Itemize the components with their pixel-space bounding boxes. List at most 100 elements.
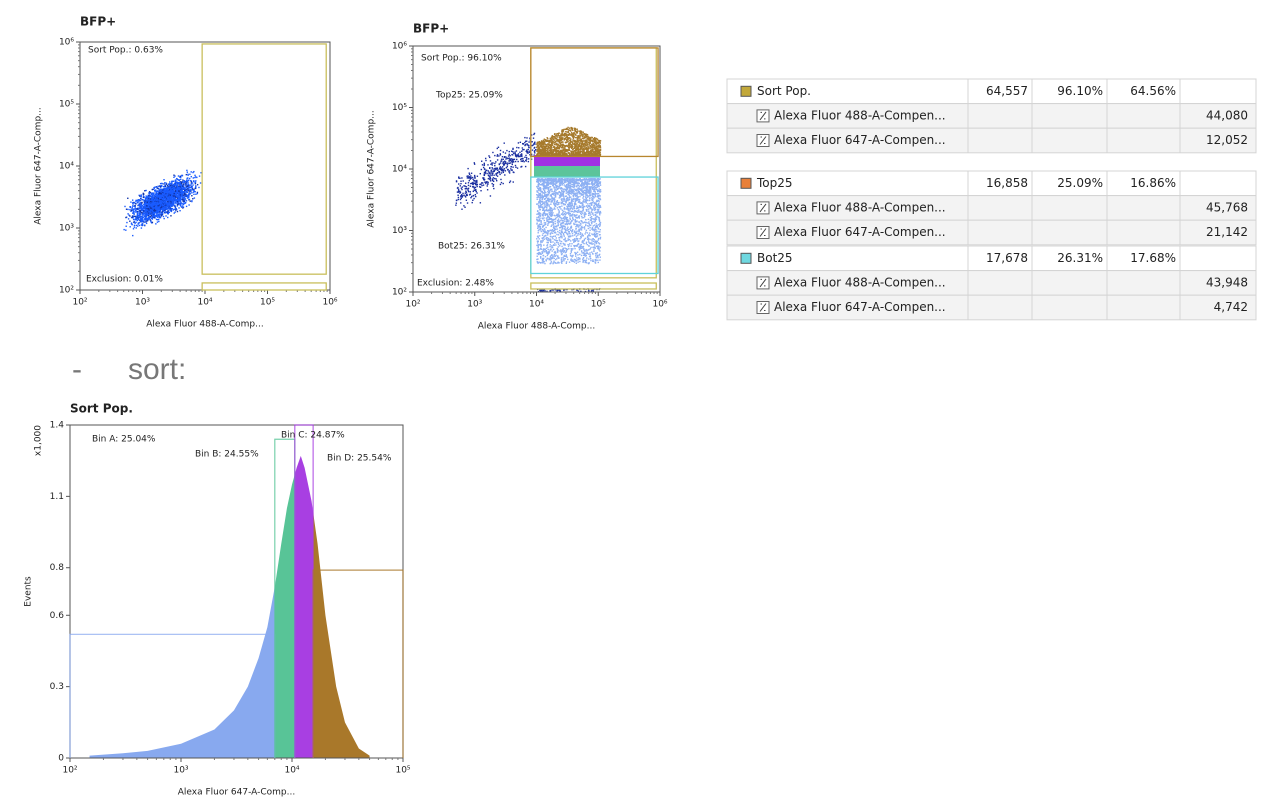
- event-dot: [160, 194, 162, 196]
- event-dot: [569, 240, 572, 242]
- event-dot: [150, 220, 152, 222]
- event-dot: [568, 210, 571, 212]
- event-dot: [536, 223, 538, 225]
- event-dot: [189, 192, 191, 195]
- event-dot: [541, 190, 543, 193]
- event-dot: [564, 185, 566, 188]
- event-dot: [568, 184, 570, 187]
- event-dot: [547, 216, 550, 218]
- event-dot: [131, 208, 133, 210]
- event-dot: [126, 221, 128, 224]
- event-dot: [156, 221, 159, 223]
- event-dot: [138, 200, 141, 202]
- event-dot: [588, 192, 590, 194]
- event-dot: [136, 214, 138, 216]
- event-dot: [584, 193, 586, 195]
- event-dot: [504, 174, 506, 176]
- event-dot: [494, 167, 496, 170]
- event-dot: [546, 184, 548, 187]
- event-dot: [143, 213, 145, 215]
- event-dot: [156, 194, 158, 197]
- event-dot: [182, 179, 184, 181]
- event-dot: [171, 186, 174, 189]
- event-dot: [131, 202, 134, 204]
- event-dot: [568, 244, 570, 246]
- event-dot: [538, 223, 541, 225]
- event-dot: [496, 147, 498, 150]
- event-dot: [575, 235, 578, 237]
- event-dot: [539, 215, 542, 217]
- event-dot: [495, 178, 497, 180]
- event-dot: [516, 154, 518, 157]
- event-dot: [171, 202, 173, 204]
- event-dot: [130, 209, 133, 212]
- event-dot: [582, 256, 585, 259]
- event-dot: [476, 183, 479, 186]
- event-dot: [480, 190, 482, 192]
- event-dot: [578, 211, 580, 213]
- event-dot: [468, 176, 471, 179]
- event-dot: [599, 210, 602, 213]
- event-dot: [498, 168, 501, 170]
- event-dot: [187, 173, 189, 176]
- event-dot: [550, 211, 553, 214]
- event-dot: [140, 219, 142, 221]
- event-dot: [561, 190, 563, 192]
- event-dot: [166, 186, 169, 188]
- event-dot: [561, 253, 563, 255]
- event-dot: [591, 199, 593, 201]
- event-dot: [549, 207, 551, 209]
- event-dot: [596, 205, 599, 208]
- event-dot: [175, 190, 178, 192]
- event-dot: [166, 197, 169, 200]
- event-dot: [156, 216, 159, 218]
- event-dot: [565, 195, 568, 197]
- event-dot: [536, 261, 538, 263]
- event-dot: [537, 258, 539, 260]
- event-dot: [136, 219, 139, 222]
- event-dot: [523, 160, 525, 163]
- event-dot: [557, 234, 560, 236]
- event-dot: [541, 234, 544, 236]
- event-dot: [178, 203, 180, 205]
- event-dot: [191, 192, 193, 194]
- event-dot: [552, 262, 554, 265]
- event-dot: [558, 216, 560, 218]
- event-dot: [157, 206, 159, 208]
- event-dot: [138, 204, 140, 207]
- event-dot: [191, 182, 194, 184]
- event-dot: [551, 224, 553, 226]
- event-dot: [554, 199, 556, 201]
- event-dot: [180, 184, 182, 186]
- event-dot: [578, 191, 580, 194]
- event-dot: [537, 185, 540, 188]
- event-dot: [558, 187, 560, 189]
- event-dot: [483, 162, 485, 165]
- event-dot: [561, 202, 564, 204]
- event-dot: [465, 191, 468, 193]
- event-dot: [560, 198, 563, 200]
- event-dot: [505, 156, 507, 158]
- event-dot: [585, 191, 588, 194]
- event-dot: [588, 187, 591, 190]
- event-dot: [185, 180, 188, 182]
- event-dot: [161, 195, 164, 197]
- event-dot: [592, 199, 594, 202]
- event-dot: [556, 241, 558, 244]
- event-dot: [542, 250, 544, 252]
- event-dot: [163, 178, 165, 181]
- event-dot: [127, 208, 129, 211]
- event-dot: [134, 204, 136, 207]
- event-dot: [560, 192, 562, 194]
- event-dot: [137, 207, 139, 209]
- event-dot: [553, 207, 556, 209]
- event-dot: [568, 248, 570, 250]
- event-dot: [185, 205, 188, 208]
- event-dot: [188, 192, 190, 194]
- event-dot: [185, 195, 187, 198]
- event-dot: [561, 237, 563, 239]
- event-dot: [462, 180, 464, 182]
- event-dot: [536, 213, 538, 216]
- event-dot: [570, 191, 573, 193]
- event-dot: [195, 176, 197, 178]
